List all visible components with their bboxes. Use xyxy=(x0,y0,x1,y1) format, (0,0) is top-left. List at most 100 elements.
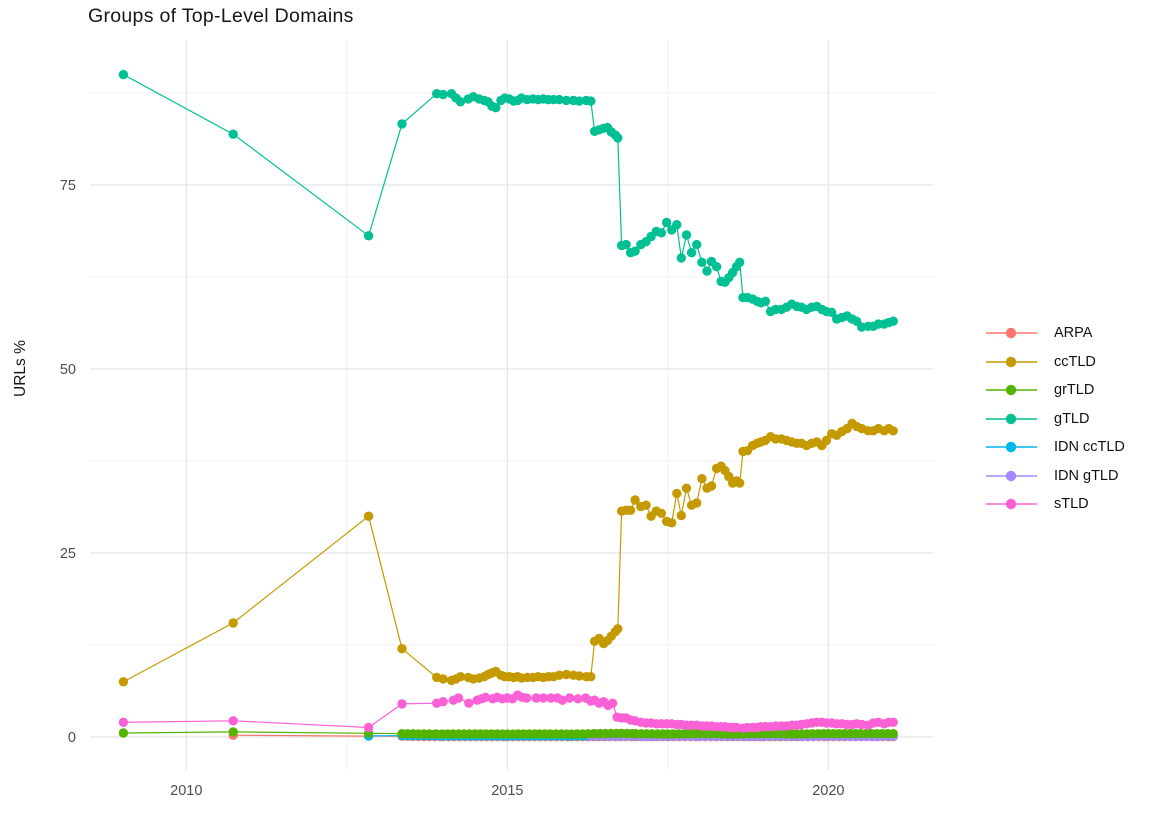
legend-label: sTLD xyxy=(1054,496,1089,513)
data-point xyxy=(826,307,837,317)
data-point xyxy=(561,669,572,680)
data-point xyxy=(228,716,238,726)
data-point xyxy=(228,727,238,737)
data-point xyxy=(711,262,722,272)
y-tick-label: 25 xyxy=(60,546,76,562)
legend-item-stld: sTLD xyxy=(985,490,1125,519)
data-point xyxy=(453,693,464,703)
data-point xyxy=(661,217,672,228)
data-point xyxy=(574,671,584,681)
data-point xyxy=(397,644,407,654)
data-point xyxy=(521,693,532,703)
data-point xyxy=(821,435,832,446)
data-point xyxy=(702,266,712,276)
data-point xyxy=(692,498,702,508)
data-point xyxy=(557,695,568,705)
data-point xyxy=(888,729,898,739)
series-stld xyxy=(118,690,898,733)
data-point xyxy=(586,672,596,682)
data-point xyxy=(561,95,572,106)
data-point xyxy=(554,94,564,105)
data-point xyxy=(397,119,407,129)
data-point xyxy=(538,693,548,703)
legend-key-icon xyxy=(986,470,1037,481)
data-point xyxy=(438,697,448,707)
data-point xyxy=(697,474,707,484)
legend-label: IDN gTLD xyxy=(1054,467,1119,484)
data-point xyxy=(630,495,640,505)
data-point xyxy=(613,133,623,143)
y-tick-label: 75 xyxy=(60,178,76,194)
legend-key-icon xyxy=(986,499,1037,510)
data-point xyxy=(735,257,745,267)
data-point xyxy=(491,103,501,113)
data-point xyxy=(630,246,640,256)
data-point xyxy=(118,717,129,727)
data-point xyxy=(686,248,697,258)
legend-label: grTLD xyxy=(1054,382,1095,399)
data-point xyxy=(363,511,374,521)
data-point xyxy=(228,129,238,139)
data-point xyxy=(681,483,692,493)
legend-label: gTLD xyxy=(1054,410,1090,427)
series-gtld xyxy=(118,69,898,332)
x-tick-label: 2015 xyxy=(491,783,523,799)
data-point xyxy=(531,693,541,703)
x-tick-label: 2010 xyxy=(170,783,202,799)
data-point xyxy=(681,230,692,240)
data-point xyxy=(480,692,491,702)
legend-item-cctld: ccTLD xyxy=(985,348,1125,377)
y-tick-label: 50 xyxy=(60,362,76,378)
data-point xyxy=(656,508,667,518)
legend-item-gtld: gTLD xyxy=(985,405,1125,434)
data-point xyxy=(363,722,374,733)
data-point xyxy=(586,96,596,106)
data-point xyxy=(564,693,575,703)
legend-key-icon xyxy=(986,385,1037,396)
legend-key-icon xyxy=(986,442,1037,453)
data-point xyxy=(621,239,631,250)
data-point xyxy=(692,239,702,250)
data-point xyxy=(888,316,898,326)
data-point xyxy=(438,674,448,684)
legend-label: ccTLD xyxy=(1054,353,1096,370)
legend: ARPA ccTLD grTLD gTLD IDN ccTLD IDN gTLD sTLD xyxy=(985,319,1125,519)
data-point xyxy=(625,505,636,515)
legend-item-idn-cctld: IDN ccTLD xyxy=(985,433,1125,462)
data-point xyxy=(888,717,898,727)
data-point xyxy=(888,426,898,436)
legend-item-idn-gtld: IDN gTLD xyxy=(985,462,1125,491)
legend-item-grtld: grTLD xyxy=(985,376,1125,405)
series-grtld xyxy=(118,727,898,739)
data-point xyxy=(573,694,583,704)
data-point xyxy=(613,624,623,634)
data-point xyxy=(607,698,618,708)
data-point xyxy=(228,618,238,628)
data-point xyxy=(697,257,707,267)
data-point xyxy=(574,96,584,106)
series-cctld xyxy=(118,418,898,687)
data-point xyxy=(676,510,686,521)
data-point xyxy=(760,296,771,306)
data-point xyxy=(641,500,651,510)
legend-key-icon xyxy=(986,356,1037,367)
x-tick-label: 2020 xyxy=(812,783,844,799)
data-point xyxy=(464,698,474,708)
data-point xyxy=(672,488,682,499)
legend-key-icon xyxy=(986,328,1037,339)
legend-label: ARPA xyxy=(1054,325,1093,342)
data-point xyxy=(735,478,745,488)
data-point xyxy=(118,677,129,687)
data-point xyxy=(455,97,466,107)
data-point xyxy=(706,481,717,491)
data-point xyxy=(672,220,682,230)
y-tick-label: 0 xyxy=(68,730,76,746)
data-point xyxy=(118,69,129,80)
data-point xyxy=(118,728,129,738)
data-point xyxy=(363,231,374,241)
legend-key-icon xyxy=(986,413,1037,424)
data-point xyxy=(455,672,466,682)
legend-label: IDN ccTLD xyxy=(1054,439,1125,456)
